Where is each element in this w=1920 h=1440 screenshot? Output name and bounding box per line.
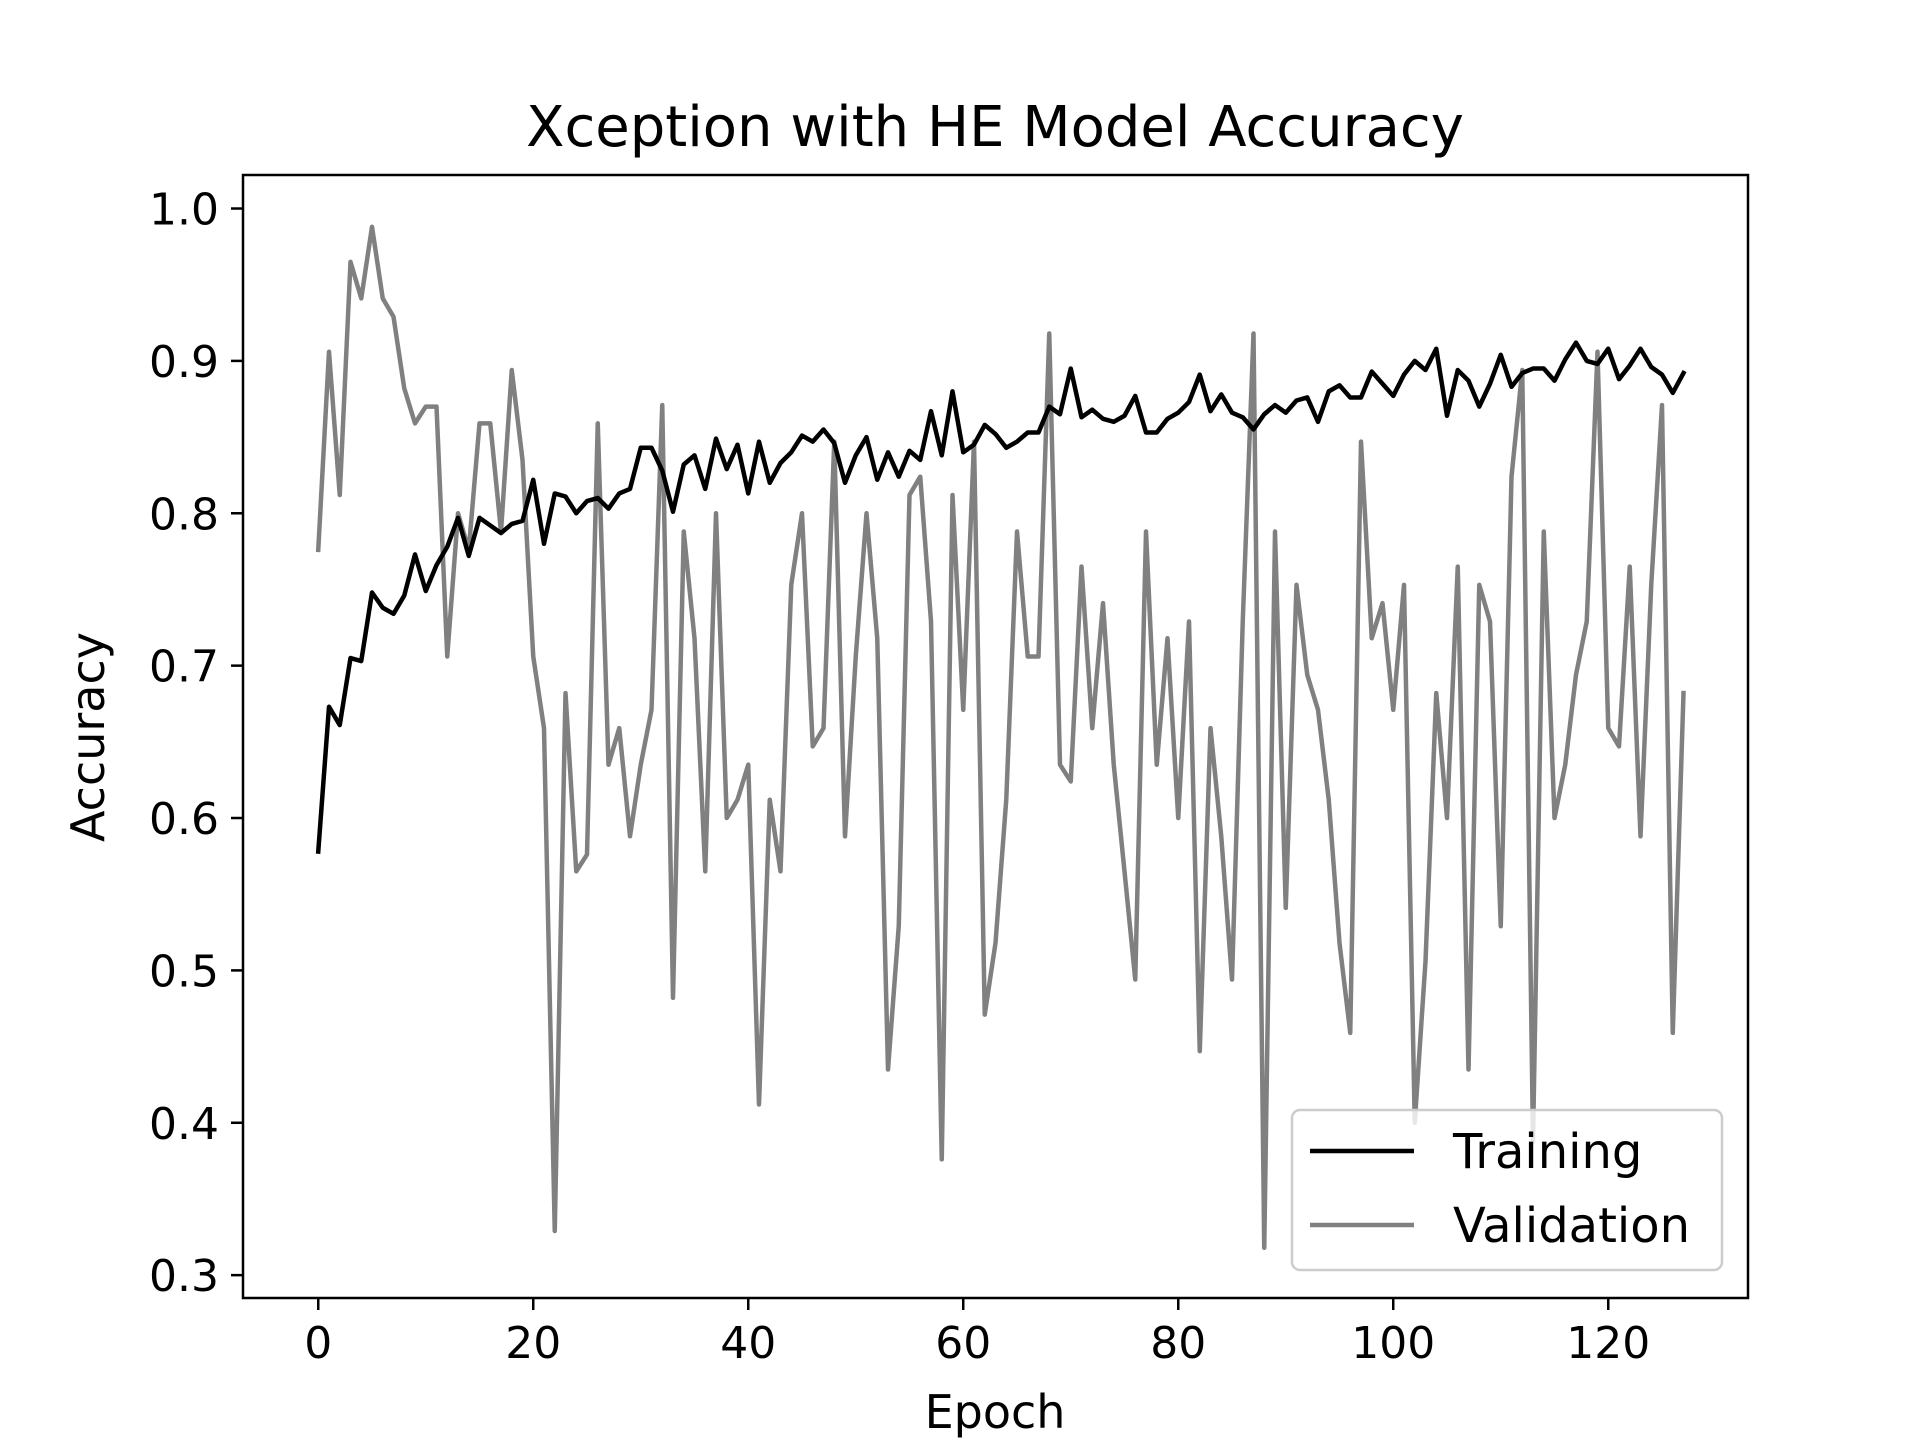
y-tick-label: 1.0 [149, 185, 219, 236]
plot-frame [241, 173, 1750, 1300]
x-tick-label: 60 [935, 1318, 991, 1369]
y-axis-ticks: 0.3 0.4 0.5 0.6 0.7 0.8 0.9 1.0 [149, 185, 243, 1302]
legend-training-label: Training [1452, 1124, 1642, 1180]
x-axis-ticks: 0 20 40 60 80 100 120 [304, 1298, 1650, 1369]
y-tick-label: 0.8 [149, 489, 219, 540]
y-tick-label: 0.9 [149, 337, 219, 388]
y-tick-label: 0.6 [149, 794, 219, 845]
series-line-training [315, 340, 1687, 854]
y-tick-label: 0.4 [149, 1099, 219, 1150]
series-layer [315, 224, 1687, 1250]
y-tick-label: 0.3 [149, 1251, 219, 1302]
x-tick-label: 100 [1351, 1318, 1435, 1369]
x-tick-label: 40 [720, 1318, 776, 1369]
series-line-validation [315, 224, 1686, 1250]
x-tick-label: 80 [1150, 1318, 1206, 1369]
x-tick-label: 20 [505, 1318, 561, 1369]
y-tick-label: 0.7 [149, 642, 219, 693]
x-axis-label: Epoch [925, 1385, 1066, 1439]
y-tick-label: 0.5 [149, 946, 219, 997]
legend: Training Validation [1290, 1108, 1724, 1272]
x-tick-label: 0 [304, 1318, 332, 1369]
legend-validation-label: Validation [1453, 1198, 1690, 1254]
x-tick-label: 120 [1566, 1318, 1650, 1369]
y-axis-label: Accuracy [61, 632, 115, 842]
plot-area [241, 173, 1750, 1300]
chart-title: Xception with HE Model Accuracy [526, 95, 1464, 160]
